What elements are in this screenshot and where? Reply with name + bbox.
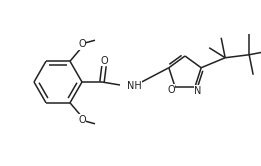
Text: O: O	[167, 85, 175, 95]
Text: O: O	[100, 56, 108, 66]
Text: N: N	[194, 86, 202, 96]
Text: O: O	[78, 115, 86, 125]
Text: NH: NH	[127, 81, 142, 91]
Text: O: O	[78, 39, 86, 49]
